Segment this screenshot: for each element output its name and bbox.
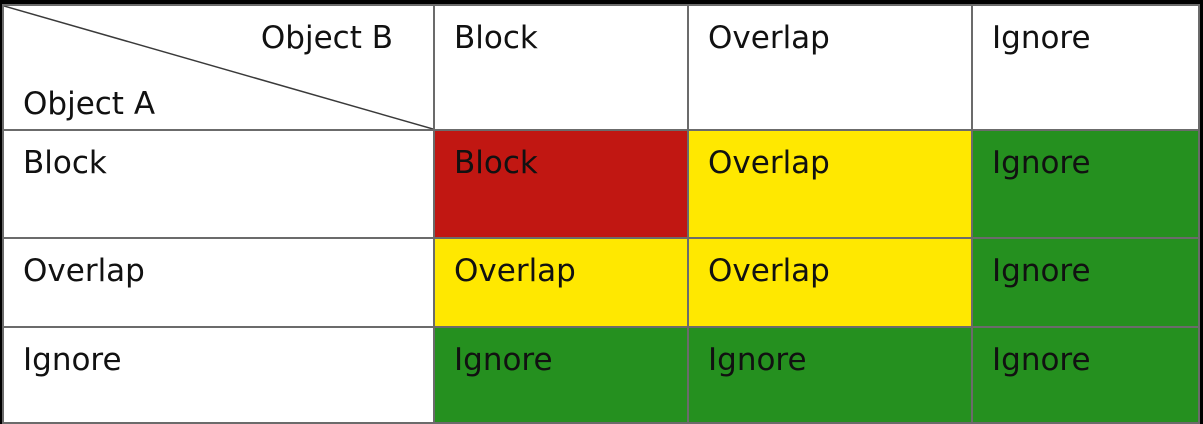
- matrix-cell: Ignore: [971, 326, 1200, 424]
- cell-value: Ignore: [992, 342, 1091, 378]
- cell-value: Ignore: [708, 342, 807, 378]
- matrix-cell: Overlap: [687, 129, 973, 239]
- cell-value: Ignore: [992, 253, 1091, 289]
- row-header-label: Overlap: [23, 253, 145, 289]
- row-header-label: Block: [23, 145, 107, 181]
- cell-value: Overlap: [708, 253, 830, 289]
- cell-value: Ignore: [454, 342, 553, 378]
- cell-value: Ignore: [992, 145, 1091, 181]
- row-header-ignore: Ignore: [2, 326, 435, 424]
- column-header-label: Block: [454, 20, 538, 56]
- matrix-cell: Overlap: [687, 237, 973, 328]
- row-axis-label: Object A: [23, 85, 156, 122]
- row-header-label: Ignore: [23, 342, 122, 378]
- matrix-cell: Overlap: [433, 237, 689, 328]
- matrix-cell: Block: [433, 129, 689, 239]
- matrix-row-ignore: Ignore Ignore Ignore Ignore: [2, 326, 1200, 424]
- cell-value: Overlap: [708, 145, 830, 181]
- collision-matrix-table: Object B Object A Block Overlap Ignore B…: [2, 4, 1200, 424]
- matrix-cell: Ignore: [971, 129, 1200, 239]
- header-row: Object B Object A Block Overlap Ignore: [2, 4, 1200, 131]
- matrix-row-overlap: Overlap Overlap Overlap Ignore: [2, 237, 1200, 328]
- column-header-label: Overlap: [708, 20, 830, 56]
- row-header-overlap: Overlap: [2, 237, 435, 328]
- matrix-row-block: Block Block Overlap Ignore: [2, 129, 1200, 239]
- cell-value: Block: [454, 145, 538, 181]
- diagonal-divider: [4, 6, 433, 129]
- matrix-cell: Ignore: [971, 237, 1200, 328]
- cell-value: Overlap: [454, 253, 576, 289]
- matrix-cell: Ignore: [433, 326, 689, 424]
- column-axis-label: Object B: [260, 20, 393, 56]
- matrix-cell: Ignore: [687, 326, 973, 424]
- column-header-label: Ignore: [992, 20, 1091, 56]
- row-header-block: Block: [2, 129, 435, 239]
- column-header-ignore: Ignore: [971, 4, 1200, 131]
- column-header-overlap: Overlap: [687, 4, 973, 131]
- column-header-block: Block: [433, 4, 689, 131]
- corner-cell: Object B Object A: [2, 4, 435, 131]
